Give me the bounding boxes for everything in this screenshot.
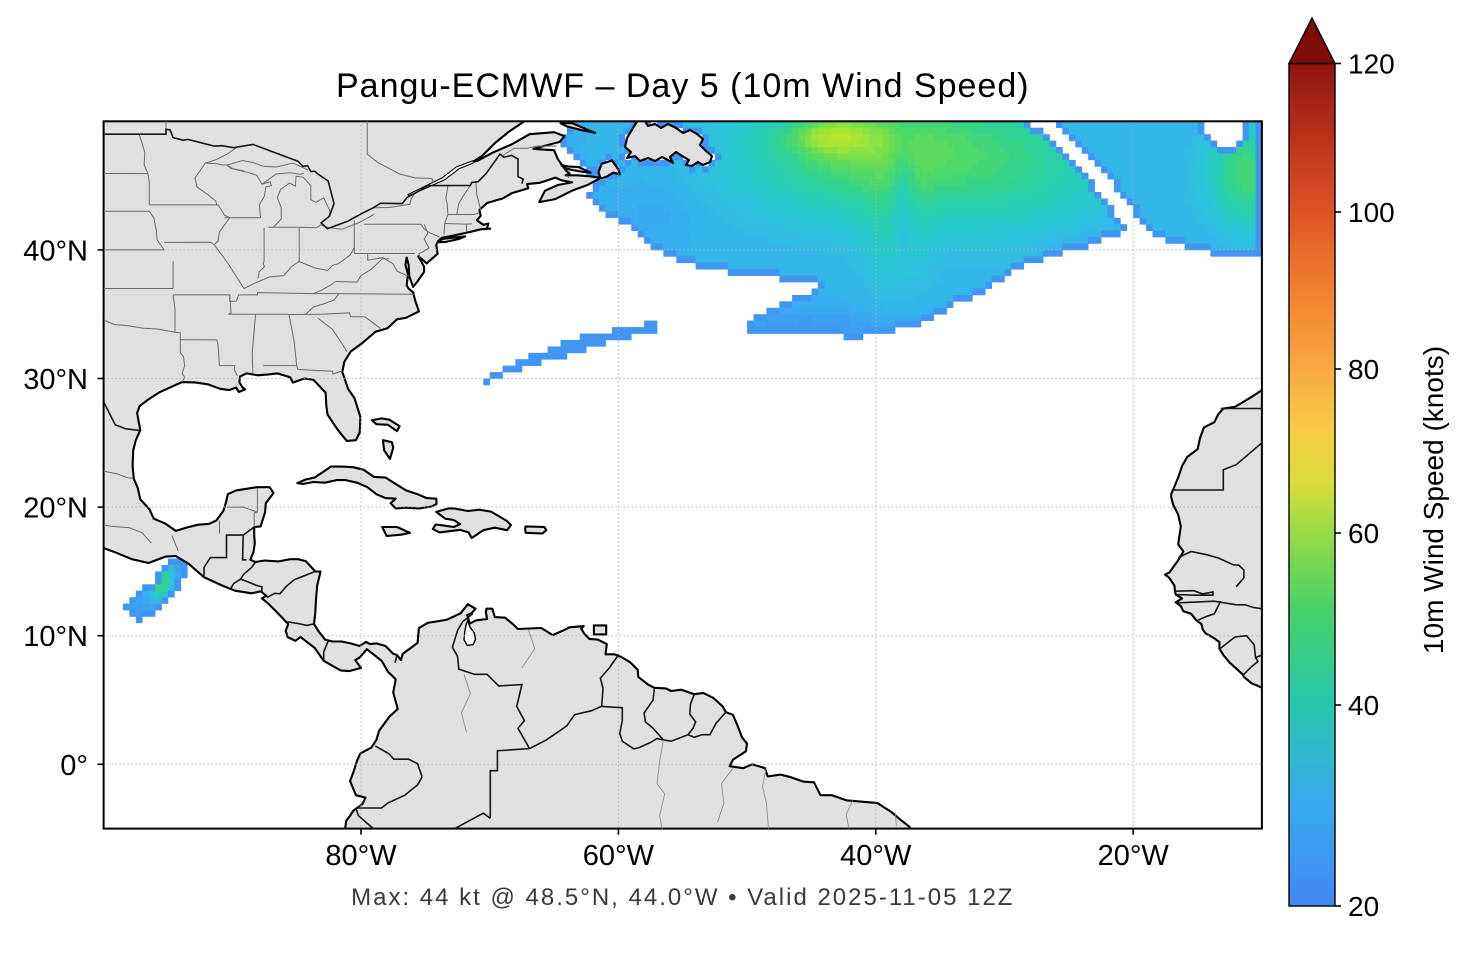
svg-text:20°W: 20°W bbox=[1098, 840, 1170, 872]
svg-text:30°N: 30°N bbox=[23, 364, 88, 396]
svg-text:10°N: 10°N bbox=[23, 621, 88, 653]
svg-text:80°W: 80°W bbox=[325, 840, 397, 872]
svg-text:0°: 0° bbox=[60, 750, 88, 782]
svg-text:120: 120 bbox=[1348, 49, 1395, 80]
svg-text:40: 40 bbox=[1348, 690, 1379, 721]
svg-text:100: 100 bbox=[1348, 197, 1395, 228]
svg-text:10m Wind Speed (knots): 10m Wind Speed (knots) bbox=[1418, 346, 1449, 654]
svg-text:20: 20 bbox=[1348, 891, 1379, 922]
svg-text:20°N: 20°N bbox=[23, 493, 88, 525]
svg-text:40°N: 40°N bbox=[23, 235, 88, 267]
svg-text:40°W: 40°W bbox=[840, 840, 912, 872]
svg-text:60°W: 60°W bbox=[583, 840, 655, 872]
svg-text:60: 60 bbox=[1348, 518, 1379, 549]
svg-text:80: 80 bbox=[1348, 354, 1379, 385]
svg-text:Max: 44 kt @ 48.5°N, 44.0°W •: Max: 44 kt @ 48.5°N, 44.0°W • Valid 2025… bbox=[351, 884, 1014, 911]
svg-text:Pangu-ECMWF – Day 5 (10m Wind: Pangu-ECMWF – Day 5 (10m Wind Speed) bbox=[336, 67, 1030, 105]
